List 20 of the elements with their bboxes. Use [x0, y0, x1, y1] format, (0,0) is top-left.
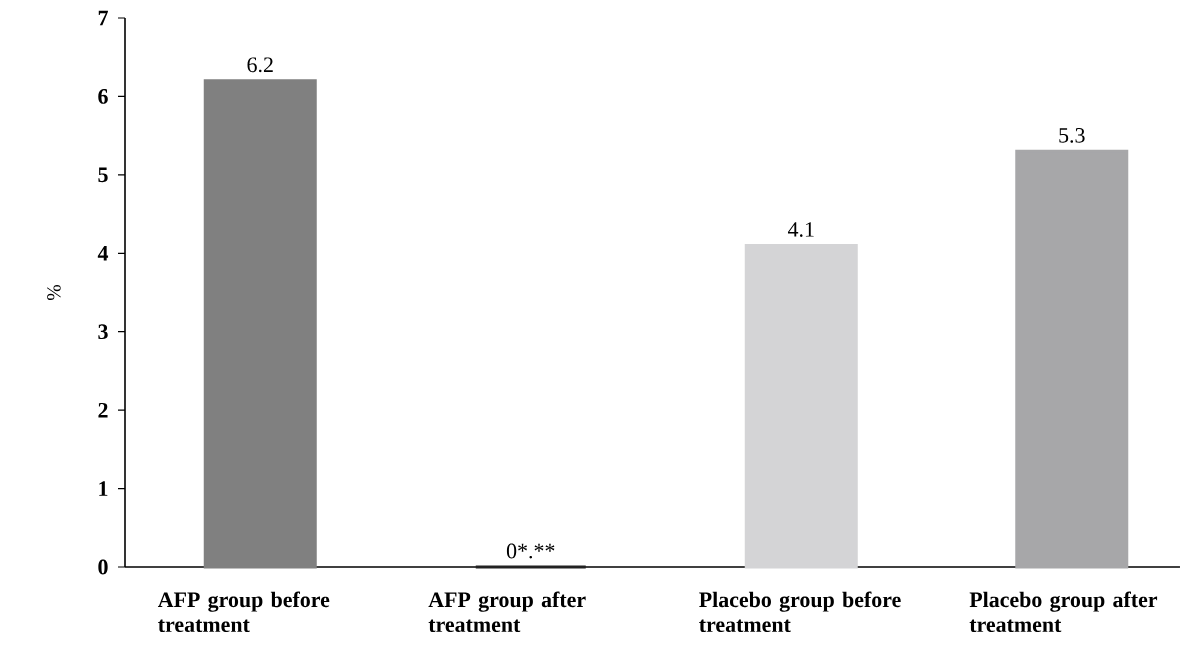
data-label: 5.3 — [1059, 127, 1085, 143]
y-tick-label: 1 — [99, 481, 108, 496]
data-label: 0*.** — [506, 543, 555, 559]
y-tick-label: 4 — [97, 246, 109, 261]
y-tick-label: 3 — [98, 324, 108, 340]
y-tick-label: 7 — [98, 10, 108, 26]
x-tick-label: AFP group before treatment — [157, 591, 330, 633]
bar — [203, 79, 317, 569]
x-tick-label: AFP group after treatment — [428, 591, 586, 633]
y-tick-label: 6 — [98, 89, 108, 104]
x-tick-label: Placebo group after treatment — [969, 591, 1158, 633]
data-label: 6.2 — [247, 57, 273, 73]
y-tick-label: 5 — [98, 167, 108, 183]
y-axis-title: % — [47, 284, 61, 301]
data-label: 4.1 — [787, 222, 814, 237]
y-tick-label: 2 — [98, 402, 108, 418]
bar — [1015, 149, 1129, 569]
bar — [744, 243, 858, 569]
y-tick-label: 0 — [98, 559, 108, 575]
x-tick-label: Placebo group before treatment — [699, 591, 901, 633]
